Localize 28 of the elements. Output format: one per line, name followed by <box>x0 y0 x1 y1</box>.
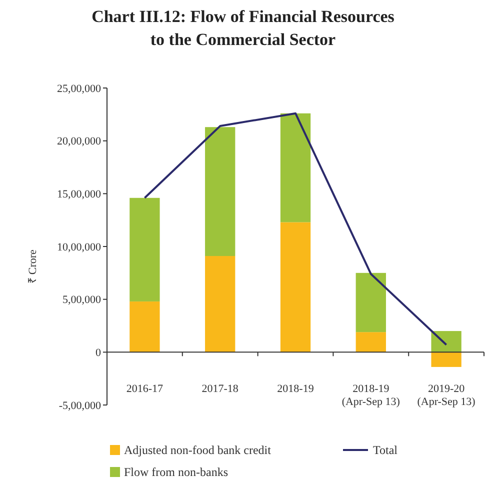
y-tick-label: 20,00,000 <box>57 136 102 148</box>
bar <box>431 331 462 352</box>
bar <box>130 301 160 352</box>
x-tick-label: 2018-19 (Apr-Sep 13) <box>342 383 400 408</box>
y-tick-label: 15,00,000 <box>57 188 102 201</box>
x-tick-label: 2016-17 <box>126 383 164 396</box>
x-tick-label: 2019-20 (Apr-Sep 13) <box>417 383 476 408</box>
y-tick-label: 0 <box>96 347 102 360</box>
x-tick-label: 2018-19 <box>277 383 314 396</box>
chart-title: Chart III.12: Flow of Financial Resources to the Commercial Sector <box>92 7 395 49</box>
y-tick-label: -5,00,000 <box>58 400 102 412</box>
y-axis-title: ₹ Crore <box>27 249 39 284</box>
y-tick-label: 10,00,000 <box>57 241 102 254</box>
bar <box>205 127 236 256</box>
line-series <box>144 112 448 346</box>
bar <box>280 113 311 222</box>
bar <box>130 198 160 302</box>
x-tick-label: 2017-18 <box>202 383 239 396</box>
y-tick-label: 5,00,000 <box>62 294 102 306</box>
legend-label: Flow from non-banks <box>124 465 228 480</box>
legend-label: Total <box>373 443 398 458</box>
bar <box>205 256 236 352</box>
bar <box>356 332 386 352</box>
legend-label: Adjusted non-food bank credit <box>124 443 272 458</box>
bar <box>280 222 311 352</box>
bar <box>356 272 386 332</box>
bar <box>431 352 462 367</box>
y-tick-label: 25,00,000 <box>57 82 102 95</box>
